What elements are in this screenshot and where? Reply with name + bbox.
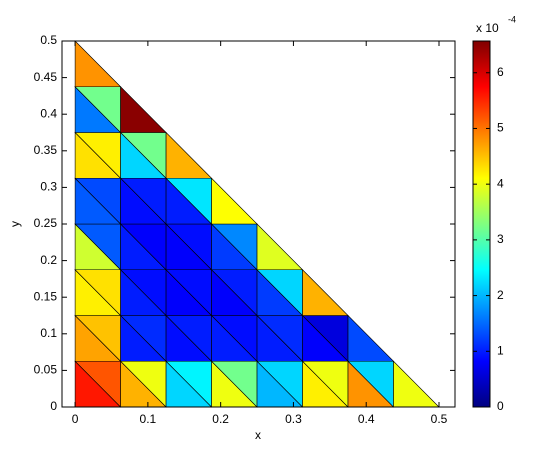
triangle — [256, 223, 304, 271]
y-tick-label: 0.25 — [34, 216, 58, 230]
triangle — [347, 314, 395, 362]
y-tick-label: 0.15 — [34, 289, 58, 303]
colorbar-exponent: -4 — [508, 14, 516, 24]
x-tick-label: 0 — [72, 412, 79, 426]
y-tick-label: 0.2 — [40, 253, 57, 267]
x-tick-label: 0.3 — [285, 412, 302, 426]
y-tick-label: 0.05 — [34, 363, 58, 377]
mesh — [74, 40, 440, 408]
x-tick-label: 0.2 — [212, 412, 229, 426]
y-tick-label: 0.4 — [40, 106, 57, 120]
y-axis-label: y — [8, 221, 22, 227]
y-tick-label: 0.1 — [40, 326, 57, 340]
triangle — [74, 40, 122, 88]
x-tick-label: 0.4 — [358, 412, 375, 426]
triangle — [393, 360, 440, 408]
y-tick-label: 0.3 — [40, 180, 57, 194]
triangle — [302, 269, 349, 316]
triangle — [165, 131, 213, 179]
y-tick-label: 0.45 — [34, 70, 58, 84]
colorbar-tick-label: 5 — [497, 121, 504, 135]
x-axis-label: x — [255, 428, 261, 442]
x-tick-label: 0.1 — [140, 412, 157, 426]
colorbar-tick-label: 4 — [497, 176, 504, 190]
y-tick-label: 0.35 — [34, 143, 58, 157]
x-tick-label: 0.5 — [431, 412, 448, 426]
colorbar-label: x 10 — [476, 21, 499, 35]
colorbar-tick-label: 2 — [497, 288, 504, 302]
colorbar-tick-label: 3 — [497, 232, 504, 246]
triangle — [120, 86, 167, 133]
colorbar-tick-label: 0 — [497, 399, 504, 413]
y-tick-label: 0 — [50, 399, 57, 413]
colorbar-tick-label: 1 — [497, 343, 504, 357]
triangle — [211, 177, 258, 225]
colorbar — [472, 40, 491, 408]
y-tick-label: 0.5 — [40, 33, 57, 47]
colorbar-tick-label: 6 — [497, 65, 504, 79]
